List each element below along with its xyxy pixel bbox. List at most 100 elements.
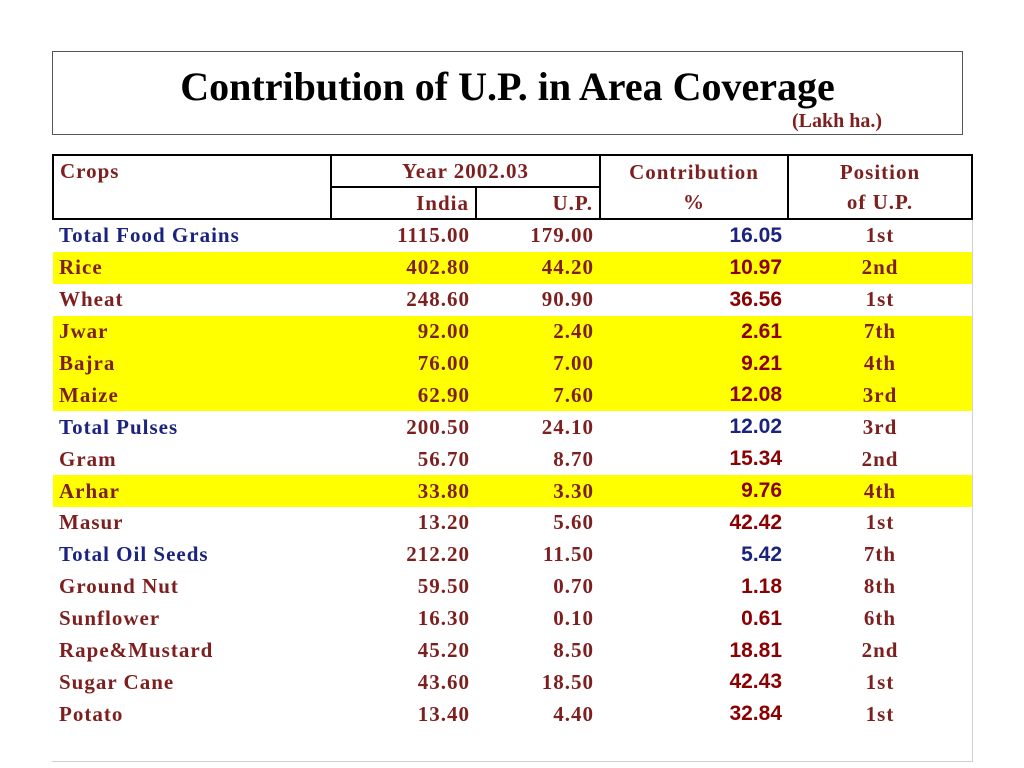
contribution-value-cell: 1.18	[741, 574, 783, 598]
title-box: Contribution of U.P. in Area Coverage (L…	[52, 51, 963, 135]
position-value-cell: 7th	[788, 315, 973, 348]
header-contribution-line1: Contribution	[629, 160, 759, 184]
india-value-cell: 248.60	[406, 287, 470, 312]
up-value-cell: 7.00	[476, 347, 601, 380]
table-row: Gram 56.70 8.70 15.34 2nd	[53, 443, 972, 475]
contribution-value-cell: 5.42	[741, 542, 783, 566]
india-value-cell: 92.00	[331, 315, 476, 348]
table-row: Ground Nut 59.50 0.70 1.18 8th	[53, 571, 972, 603]
position-value-cell: 3rd	[862, 414, 898, 439]
up-value-cell: 4.40	[553, 701, 595, 726]
crop-name-cell: Ground Nut	[59, 574, 179, 599]
table-row: Maize 62.90 7.60 12.08 3rd	[53, 379, 973, 412]
contribution-value-cell: 32.84	[729, 702, 783, 726]
up-value-cell: 8.70	[553, 446, 595, 471]
crop-name-cell: Masur	[59, 510, 124, 535]
crop-name-cell: Jwar	[53, 315, 331, 348]
crop-name-cell: Bajra	[53, 347, 331, 380]
contribution-value-cell: 42.42	[729, 510, 783, 534]
header-up: U.P.	[474, 186, 602, 220]
india-value-cell: 402.80	[331, 251, 476, 284]
contribution-value-cell: 9.76	[600, 475, 789, 508]
position-value-cell: 1st	[865, 510, 895, 535]
crop-name-cell: Total Food Grains	[59, 223, 240, 248]
india-value-cell: 33.80	[331, 475, 476, 508]
header-position-line2: of U.P.	[846, 190, 914, 214]
table-row: Bajra 76.00 7.00 9.21 4th	[53, 347, 973, 380]
table-row: Rape&Mustard 45.20 8.50 18.81 2nd	[53, 635, 972, 667]
crop-name-cell: Maize	[53, 379, 331, 412]
position-value-cell: 3rd	[788, 379, 973, 412]
crop-name-cell: Rape&Mustard	[59, 638, 214, 663]
header-position: Position of U.P.	[787, 154, 974, 220]
contribution-value-cell: 15.34	[729, 447, 783, 471]
india-value-cell: 212.20	[406, 542, 470, 567]
india-value-cell: 43.60	[417, 669, 470, 694]
contribution-value-cell: 12.02	[729, 415, 783, 439]
table-row: Masur 13.20 5.60 42.42 1st	[53, 507, 972, 539]
crop-name-cell: Sunflower	[59, 606, 161, 631]
crop-name-cell: Total Pulses	[59, 414, 179, 439]
header-contribution: Contribution %	[599, 154, 790, 220]
up-value-cell: 5.60	[553, 510, 595, 535]
india-value-cell: 200.50	[406, 414, 470, 439]
table-row: Sunflower 16.30 0.10 0.61 6th	[53, 603, 972, 635]
crop-name-cell: Rice	[53, 251, 331, 284]
crop-name-cell: Potato	[59, 701, 124, 726]
crop-name-cell: Arhar	[53, 475, 331, 508]
position-value-cell: 2nd	[788, 251, 973, 284]
up-value-cell: 7.60	[476, 379, 601, 412]
table-row: Total Food Grains 1115.00 179.00 16.05 1st	[53, 219, 972, 252]
up-value-cell: 11.50	[542, 542, 595, 567]
table-body: Total Food Grains 1115.00 179.00 16.05 1st Ri…	[53, 219, 973, 730]
india-value-cell: 13.20	[417, 510, 470, 535]
up-value-cell: 0.70	[553, 574, 595, 599]
contribution-value-cell: 0.61	[741, 606, 783, 630]
up-value-cell: 44.20	[476, 251, 601, 284]
contribution-value-cell: 12.08	[600, 379, 789, 412]
header-position-line1: Position	[839, 160, 921, 184]
position-value-cell: 1st	[865, 701, 895, 726]
india-value-cell: 62.90	[331, 379, 476, 412]
contribution-value-cell: 18.81	[729, 638, 783, 662]
table-row: Rice 402.80 44.20 10.97 2nd	[53, 251, 973, 284]
table-row: Arhar 33.80 3.30 9.76 4th	[53, 475, 973, 508]
india-value-cell: 13.40	[417, 701, 470, 726]
up-value-cell: 0.10	[553, 606, 595, 631]
position-value-cell: 1st	[865, 669, 895, 694]
crop-name-cell: Wheat	[59, 287, 124, 312]
header-india: India	[330, 186, 477, 220]
contribution-value-cell: 16.05	[729, 223, 783, 247]
india-value-cell: 76.00	[331, 347, 476, 380]
up-value-cell: 8.50	[553, 638, 595, 663]
position-value-cell: 7th	[863, 542, 897, 567]
position-value-cell: 4th	[788, 475, 973, 508]
position-value-cell: 2nd	[861, 446, 899, 471]
contribution-value-cell: 36.56	[729, 287, 783, 311]
table-row: Potato 13.40 4.40 32.84 1st	[53, 698, 972, 730]
crop-name-cell: Gram	[59, 446, 117, 471]
contribution-value-cell: 9.21	[600, 347, 789, 380]
page-title: Contribution of U.P. in Area Coverage	[180, 64, 835, 109]
table-row: Total Pulses 200.50 24.10 12.02 3rd	[53, 411, 972, 443]
india-value-cell: 56.70	[417, 446, 470, 471]
up-value-cell: 2.40	[476, 315, 601, 348]
india-value-cell: 1115.00	[397, 223, 470, 248]
contribution-value-cell: 42.43	[729, 670, 783, 694]
header-contribution-line2: %	[683, 190, 706, 214]
position-value-cell: 6th	[863, 606, 897, 631]
india-value-cell: 16.30	[417, 606, 470, 631]
up-value-cell: 24.10	[541, 414, 595, 439]
table-row: Total Oil Seeds 212.20 11.50 5.42 7th	[53, 539, 972, 571]
up-value-cell: 18.50	[541, 669, 595, 694]
up-value-cell: 90.90	[541, 287, 595, 312]
table-row: Jwar 92.00 2.40 2.61 7th	[53, 315, 973, 348]
position-value-cell: 1st	[865, 287, 895, 312]
india-value-cell: 45.20	[417, 638, 470, 663]
area-coverage-table: Crops Year 2002.03 Contribution % Positi…	[52, 154, 974, 730]
unit-label: (Lakh ha.)	[791, 110, 882, 132]
table-row: Wheat 248.60 90.90 36.56 1st	[53, 284, 972, 316]
table-row: Sugar Cane 43.60 18.50 42.43 1st	[53, 666, 972, 698]
header-crops: Crops	[52, 154, 332, 220]
position-value-cell: 8th	[863, 574, 897, 599]
